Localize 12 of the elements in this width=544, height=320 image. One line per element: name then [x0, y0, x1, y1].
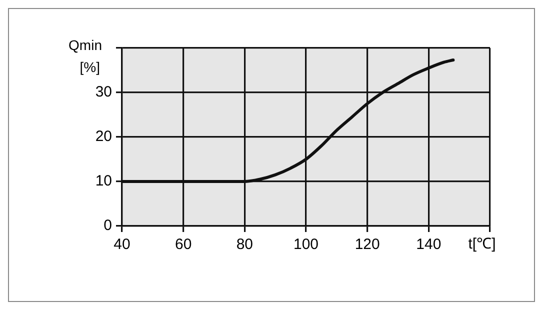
- y-tick-label: 10: [95, 172, 112, 190]
- y-axis-title: Qmin [%]: [68, 36, 102, 75]
- y-tick-label: 20: [95, 128, 112, 146]
- x-tick-label: 120: [354, 236, 380, 254]
- x-tick-label: 40: [114, 236, 130, 254]
- y-tick-label: 30: [95, 84, 112, 101]
- y-tick-label: 0: [104, 217, 112, 234]
- x-tick-label: 100: [293, 236, 319, 254]
- x-tick-label: 80: [236, 236, 254, 254]
- x-axis-title: t[℃]: [468, 236, 496, 253]
- x-tick-label: 60: [174, 236, 192, 254]
- x-tick-label: 140: [416, 236, 442, 254]
